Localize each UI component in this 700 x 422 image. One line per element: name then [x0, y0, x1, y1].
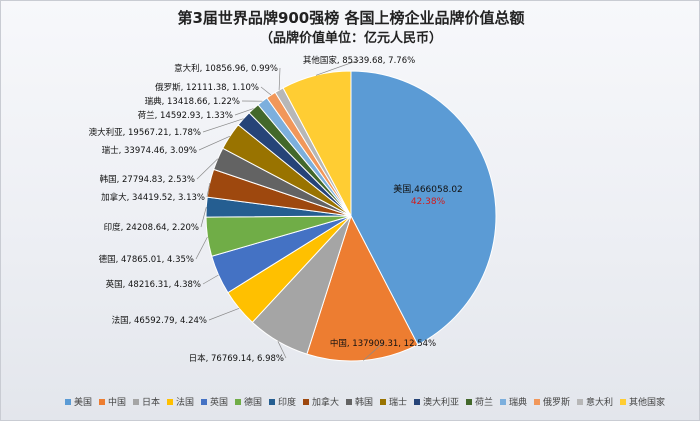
slice-label-7: 印度, 24208.64, 2.20%: [104, 222, 199, 233]
slice-label-12: 荷兰, 14592.93, 1.33%: [138, 110, 233, 121]
slice-label-13: 瑞典, 13418.66, 1.22%: [145, 96, 240, 107]
legend-swatch-9: [346, 399, 352, 405]
legend-label-13: 瑞典: [509, 396, 527, 408]
legend-label-5: 英国: [210, 396, 228, 408]
legend-swatch-7: [269, 399, 275, 405]
legend-swatch-6: [235, 399, 241, 405]
slice-percent-1: 42.38%: [411, 197, 446, 207]
legend-label-16: 其他国家: [629, 396, 665, 408]
slice-label-2: 中国, 137909.31, 12.54%: [330, 338, 436, 349]
chart-title: 第3届世界品牌900强榜 各国上榜企业品牌价值总额: [178, 9, 525, 27]
chart-subtitle: （品牌价值单位：亿元人民币）: [260, 30, 442, 46]
legend-label-3: 日本: [142, 396, 160, 408]
slice-label-1: 美国,466058.02: [393, 183, 463, 195]
legend-label-8: 加拿大: [312, 396, 339, 408]
legend-swatch-5: [201, 399, 207, 405]
legend-label-10: 瑞士: [389, 396, 407, 408]
slice-label-10: 瑞士, 33974.46, 3.09%: [102, 145, 197, 156]
legend-label-2: 中国: [108, 396, 126, 408]
slice-label-6: 德国, 47865.01, 4.35%: [99, 254, 194, 265]
slice-label-4: 法国, 46592.79, 4.24%: [112, 315, 207, 326]
leader-line-6: [196, 237, 208, 259]
legend-swatch-16: [620, 399, 626, 405]
slice-label-9: 韩国, 27794.83, 2.53%: [100, 174, 195, 185]
slice-label-8: 加拿大, 34419.52, 3.13%: [101, 192, 205, 203]
legend-label-4: 法国: [176, 396, 194, 408]
legend-label-14: 俄罗斯: [543, 396, 570, 408]
slice-label-5: 英国, 48216.31, 4.38%: [106, 279, 201, 290]
legend-label-15: 意大利: [586, 396, 613, 408]
legend-swatch-11: [414, 399, 420, 405]
legend-label-12: 荷兰: [475, 396, 493, 408]
legend-swatch-10: [380, 399, 386, 405]
leader-line-14: [261, 87, 271, 95]
slice-label-16: 其他国家, 85339.68, 7.76%: [303, 55, 415, 66]
legend-label-1: 美国: [74, 396, 92, 408]
slice-label-3: 日本, 76769.14, 6.98%: [189, 353, 284, 364]
legend-label-7: 印度: [278, 396, 296, 408]
leader-line-5: [203, 275, 219, 284]
legend-swatch-15: [577, 399, 583, 405]
legend-label-6: 德国: [244, 396, 262, 408]
slice-label-11: 澳大利亚, 19567.21, 1.78%: [89, 127, 201, 138]
legend-swatch-4: [167, 399, 173, 405]
slice-label-15: 意大利, 10856.96, 0.99%: [174, 63, 278, 74]
legend-swatch-12: [466, 399, 472, 405]
legend-label-9: 韩国: [355, 396, 373, 408]
leader-line-15: [279, 68, 280, 90]
legend-swatch-3: [133, 399, 139, 405]
legend-swatch-1: [65, 399, 71, 405]
legend-swatch-14: [534, 399, 540, 405]
legend-label-11: 澳大利亚: [423, 396, 459, 408]
slice-label-14: 俄罗斯, 12111.38, 1.10%: [155, 82, 259, 93]
legend-swatch-13: [500, 399, 506, 405]
legend-swatch-2: [99, 399, 105, 405]
legend-swatch-8: [303, 399, 309, 405]
leader-line-4: [209, 308, 239, 320]
